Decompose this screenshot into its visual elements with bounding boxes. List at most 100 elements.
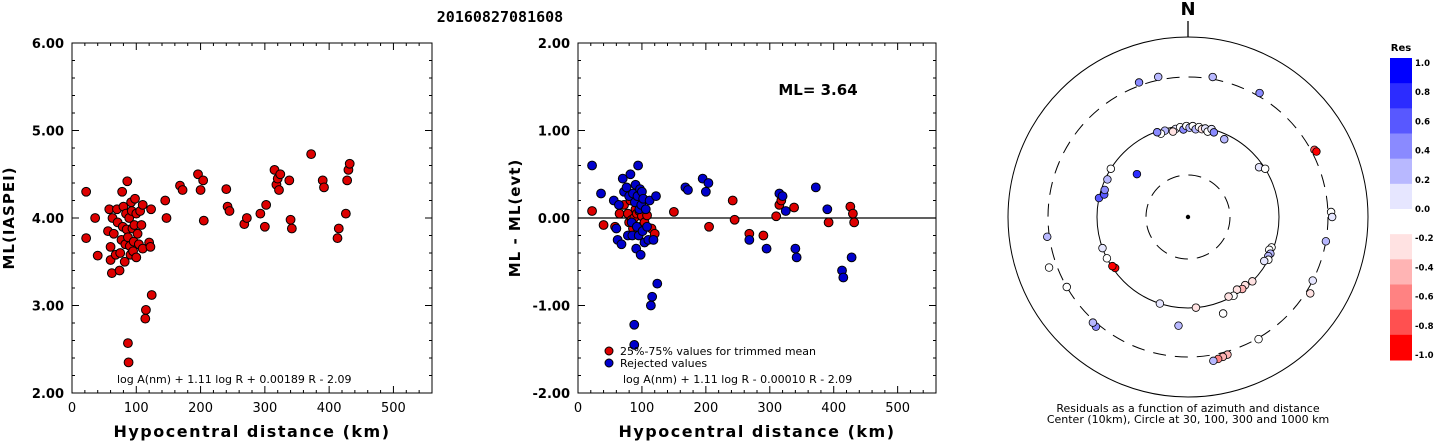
formula-text: log A(nm) + 1.11 log R - 0.00010 R - 2.0… xyxy=(623,373,852,386)
ml-annotation: ML= 3.64 xyxy=(778,81,857,99)
residual-point xyxy=(1209,128,1219,137)
data-point xyxy=(846,252,857,263)
x-tick-label: 300 xyxy=(757,401,782,416)
residual-point xyxy=(1224,292,1233,301)
residual-point xyxy=(1191,303,1201,312)
data-point xyxy=(790,243,801,254)
legend-marker xyxy=(604,358,614,368)
data-point xyxy=(771,211,782,222)
data-point xyxy=(160,195,171,206)
residual-point xyxy=(1220,135,1229,144)
x-tick-label: 100 xyxy=(124,401,149,416)
polar-caption-line: Center (10km), Circle at 30, 100, 300 an… xyxy=(1047,413,1329,426)
data-point xyxy=(789,202,799,213)
data-point xyxy=(193,169,203,180)
data-point xyxy=(131,252,142,263)
x-tick-label: 500 xyxy=(885,401,910,416)
data-point xyxy=(145,241,156,252)
residual-point xyxy=(1255,88,1264,98)
colorbar-tick-label: -0.2 xyxy=(1415,234,1434,244)
data-point xyxy=(616,239,627,250)
data-point xyxy=(123,338,133,349)
data-point xyxy=(105,241,116,252)
x-tick-label: 200 xyxy=(693,401,718,416)
distance-ring xyxy=(1145,174,1231,260)
data-point xyxy=(177,185,188,195)
data-point xyxy=(255,208,266,219)
data-point xyxy=(130,193,140,204)
colorbar-swatch xyxy=(1390,133,1412,160)
data-point xyxy=(285,214,296,225)
data-point xyxy=(198,175,209,186)
x-tick-label: 400 xyxy=(317,401,342,416)
legend-marker xyxy=(604,346,614,356)
data-point xyxy=(161,213,172,223)
residual-point xyxy=(1327,212,1337,222)
data-point xyxy=(259,221,270,232)
data-point xyxy=(629,339,640,350)
data-point xyxy=(729,214,740,225)
polar-caption-line: Residuals as a function of azimuth and d… xyxy=(1056,402,1319,415)
data-point xyxy=(614,208,625,219)
data-point xyxy=(117,186,128,197)
residual-point xyxy=(1062,282,1071,292)
residual-point xyxy=(1103,175,1112,184)
data-point xyxy=(81,186,92,197)
formula-text: log A(nm) + 1.11 log R + 0.00189 R - 2.0… xyxy=(117,373,351,386)
data-point xyxy=(727,195,738,206)
x-tick-label: 0 xyxy=(574,401,582,416)
colorbar-swatch xyxy=(1390,284,1412,311)
residual-point xyxy=(1100,185,1109,195)
data-point xyxy=(621,182,632,193)
residual-point xyxy=(1155,299,1165,308)
residual-colorbar: Res 1.0 0.8 0.6 0.4 0.2 0.0 -0.2 -0.4 -0.6 -0.8 -1.… xyxy=(1390,43,1434,361)
data-point xyxy=(224,206,235,216)
residual-point xyxy=(1098,243,1107,253)
colorbar-tick-label: -0.8 xyxy=(1415,322,1434,332)
colorbar-swatch xyxy=(1390,158,1412,185)
legend-label: 25%-75% values for trimmed mean xyxy=(620,345,816,358)
colorbar-tick-label: 0.2 xyxy=(1415,176,1430,186)
x-tick-label: 300 xyxy=(252,401,277,416)
data-point xyxy=(849,217,860,228)
x-tick-label: 0 xyxy=(68,401,76,416)
data-point xyxy=(744,234,755,245)
data-point xyxy=(648,234,659,245)
y-tick-label: 2.00 xyxy=(32,387,64,402)
colorbar-swatch xyxy=(1390,108,1412,134)
y-tick-label: 2.00 xyxy=(538,37,570,52)
data-point xyxy=(791,252,802,263)
residual-point xyxy=(1209,356,1218,366)
data-point xyxy=(132,228,143,239)
data-point xyxy=(221,184,232,195)
y-tick-label: 5.00 xyxy=(32,125,64,140)
colorbar-tick-label: -1.0 xyxy=(1415,351,1434,361)
data-point xyxy=(333,223,344,234)
colorbar-tick-label: 0.4 xyxy=(1415,147,1430,157)
data-point xyxy=(645,300,656,311)
colorbar-title: Res xyxy=(1391,43,1411,54)
residual-point xyxy=(1254,334,1263,344)
residual-point xyxy=(1218,309,1228,318)
data-point xyxy=(340,208,351,219)
residual-point xyxy=(1208,72,1217,82)
colorbar-swatch xyxy=(1390,183,1412,210)
data-point xyxy=(286,223,297,234)
y-tick-label: 0.00 xyxy=(538,212,570,227)
data-point xyxy=(761,243,772,254)
data-point xyxy=(704,221,714,232)
colorbar-tick-label: 0.6 xyxy=(1415,117,1430,127)
data-point xyxy=(838,272,849,283)
data-point xyxy=(115,248,126,258)
colorbar-tick-label: -0.6 xyxy=(1415,293,1434,303)
colorbar-swatch xyxy=(1390,309,1412,336)
data-point xyxy=(629,319,640,330)
data-point xyxy=(275,169,286,180)
data-point xyxy=(668,206,679,217)
data-point xyxy=(611,223,622,234)
residual-point xyxy=(1168,127,1178,136)
residual-point xyxy=(1134,78,1144,87)
residual-point xyxy=(1152,128,1162,137)
data-point xyxy=(647,291,658,302)
